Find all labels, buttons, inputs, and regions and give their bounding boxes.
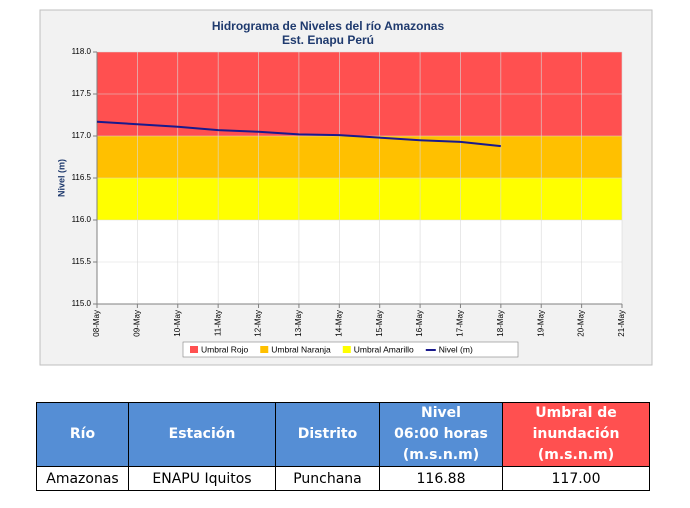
y-tick-label: 118.0 <box>72 47 92 56</box>
x-tick-label: 15-May <box>375 310 384 337</box>
x-tick-label: 13-May <box>294 310 303 337</box>
x-tick-label: 12-May <box>254 310 263 337</box>
x-tick-label: 08-May <box>92 310 101 337</box>
table-cell: ENAPU Iquitos <box>128 466 276 491</box>
x-tick-label: 09-May <box>132 310 141 337</box>
table-cell: 117.00 <box>502 466 650 491</box>
x-tick-label: 11-May <box>213 310 222 336</box>
table-cell: Amazonas <box>36 466 129 491</box>
x-tick-label: 10-May <box>173 310 182 337</box>
chart: Hidrograma de Niveles del río Amazonas E… <box>39 9 653 366</box>
x-tick-label: 19-May <box>536 310 545 337</box>
table-cell: Punchana <box>275 466 380 491</box>
x-tick-label: 17-May <box>456 310 465 337</box>
column-header: Distrito <box>275 402 380 467</box>
legend-swatch <box>190 346 198 353</box>
column-header: Umbral de inundación (m.s.n.m) <box>502 402 650 467</box>
legend-swatch <box>342 346 351 353</box>
column-header: Estación <box>128 402 276 467</box>
y-tick-label: 116.0 <box>72 215 92 224</box>
chart-title: Hidrograma de Niveles del río Amazonas <box>212 19 445 33</box>
y-tick-label: 115.5 <box>72 257 92 266</box>
level-line <box>96 120 501 148</box>
station-table: Río Estación Distrito Nivel 06:00 horas (m.… <box>36 402 650 491</box>
legend-label: Umbral Amarillo <box>354 344 414 354</box>
y-tick-label: 117.5 <box>72 89 92 98</box>
y-tick-label: 116.5 <box>72 173 92 182</box>
column-header: Nivel 06:00 horas (m.s.n.m) <box>379 402 503 467</box>
legend-swatch <box>260 346 269 353</box>
threshold-band <box>97 136 622 178</box>
column-header: Río <box>36 402 129 467</box>
y-axis-label: Nivel (m) <box>56 159 66 197</box>
x-tick-label: 14-May <box>334 310 343 337</box>
x-tick-label: 21-May <box>617 310 626 337</box>
y-tick-label: 117.0 <box>72 131 92 140</box>
y-tick-label: 115.0 <box>72 299 92 308</box>
legend-label: Nivel (m) <box>439 344 473 354</box>
table-row: Amazonas ENAPU Iquitos Punchana 116.88 117.0… <box>36 466 650 491</box>
legend-label: Umbral Naranja <box>271 344 331 354</box>
threshold-band <box>97 178 622 220</box>
legend-label: Umbral Rojo <box>201 344 249 354</box>
legend: Umbral Rojo Umbral Naranja Umbral Amarillo… <box>182 341 519 358</box>
table-cell: 116.88 <box>379 466 503 491</box>
x-tick-label: 18-May <box>496 310 505 337</box>
chart-subtitle: Est. Enapu Perú <box>282 33 374 47</box>
x-tick-label: 20-May <box>577 310 586 337</box>
x-tick-label: 16-May <box>415 310 424 337</box>
